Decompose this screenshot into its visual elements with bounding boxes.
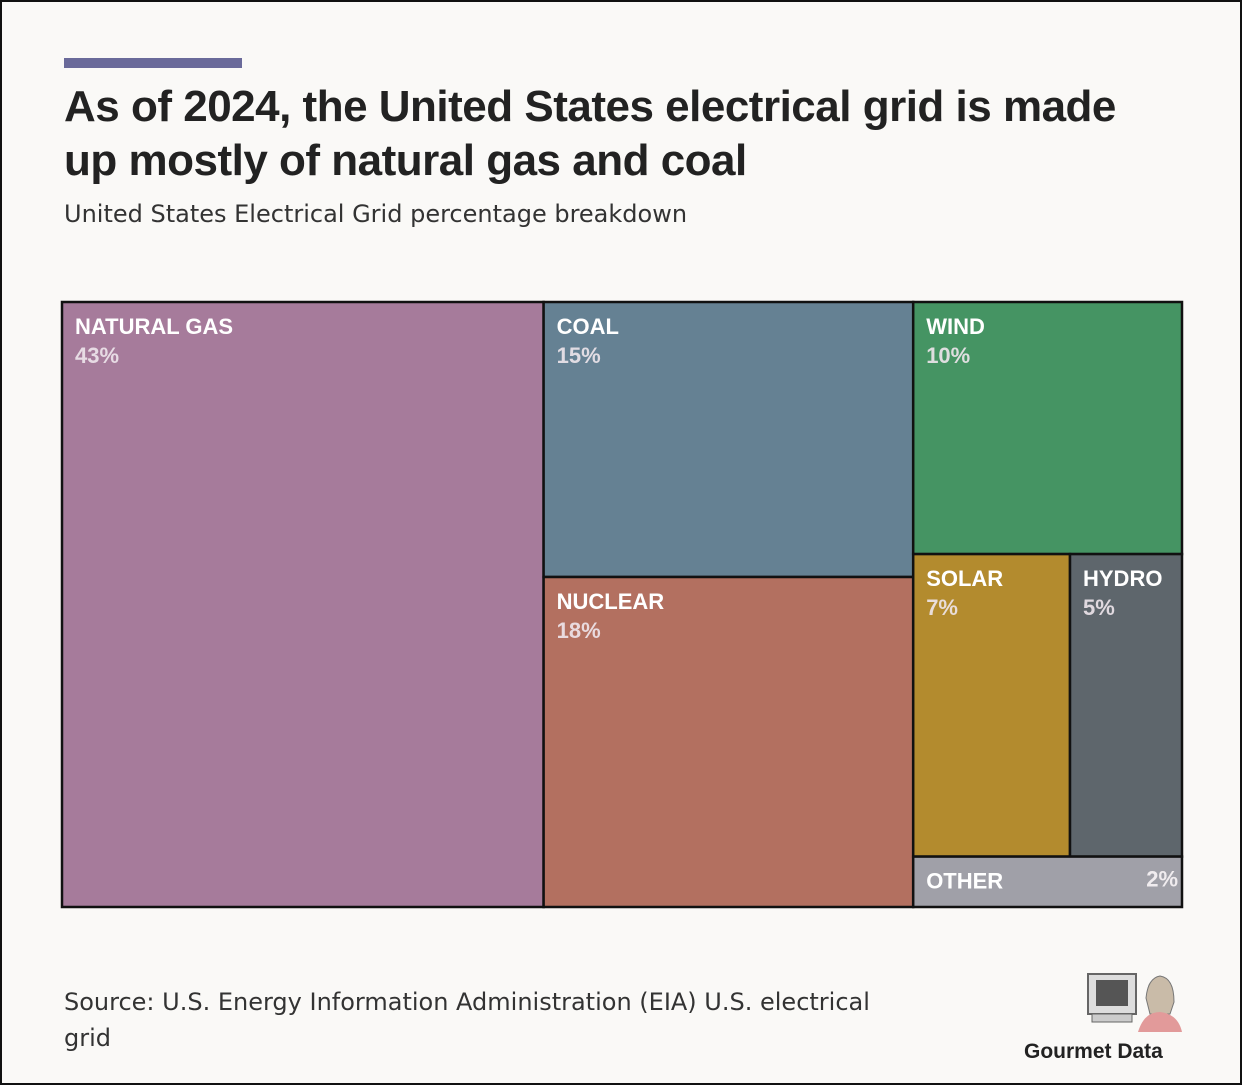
logo-icon bbox=[1087, 973, 1182, 1032]
tile bbox=[911, 300, 1184, 556]
accent-bar bbox=[64, 58, 242, 68]
tile-label: COAL bbox=[557, 314, 619, 339]
tile-value: 18% bbox=[557, 618, 601, 643]
tile bbox=[542, 575, 915, 909]
tile-value: 5% bbox=[1083, 595, 1115, 620]
tile-label: NATURAL GAS bbox=[75, 314, 233, 339]
tile bbox=[1068, 552, 1184, 858]
tile-label: SOLAR bbox=[926, 566, 1003, 591]
tile bbox=[911, 855, 1184, 909]
tile-value: 43% bbox=[75, 343, 119, 368]
tile-value: 15% bbox=[557, 343, 601, 368]
tile-label: WIND bbox=[926, 314, 985, 339]
brand: Gourmet Data bbox=[1024, 1040, 1163, 1063]
tile-value: 2% bbox=[1146, 866, 1178, 891]
tile-label: HYDRO bbox=[1083, 566, 1162, 591]
tile-label: OTHER bbox=[926, 868, 1003, 893]
tile-label: NUCLEAR bbox=[557, 589, 665, 614]
chart-subtitle: United States Electrical Grid percentage… bbox=[64, 200, 688, 228]
tile bbox=[60, 300, 545, 909]
chart-title: As of 2024, the United States electrical… bbox=[64, 82, 1116, 185]
tile-value: 10% bbox=[926, 343, 970, 368]
source-note: Source: U.S. Energy Information Administ… bbox=[64, 988, 870, 1052]
tile-value: 7% bbox=[926, 595, 958, 620]
treemap: NATURAL GAS 43% COAL 15% NUCLEAR 18% WIND 10% SO… bbox=[60, 300, 1184, 909]
tile bbox=[911, 552, 1072, 858]
